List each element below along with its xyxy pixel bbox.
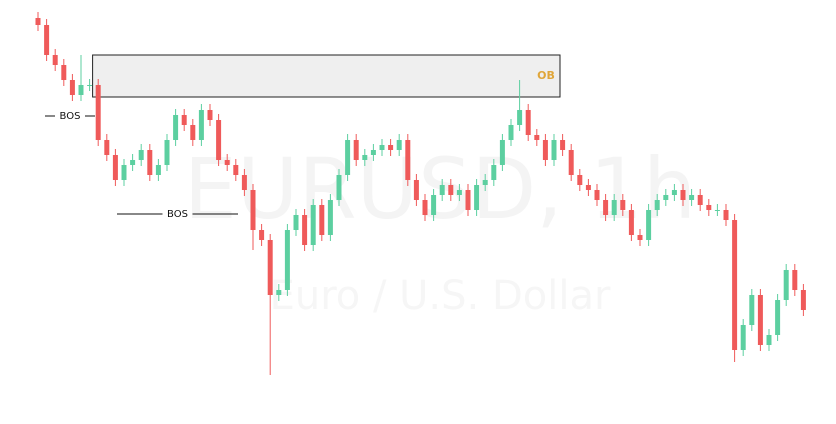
candle-body xyxy=(310,205,316,245)
candle-body xyxy=(474,185,480,210)
candle-body xyxy=(241,175,247,190)
candle-body xyxy=(491,165,497,180)
candle-body xyxy=(147,150,153,175)
candle-body xyxy=(405,140,411,180)
watermark-subtitle: Euro / U.S. Dollar xyxy=(270,273,611,319)
candle-body xyxy=(155,165,161,175)
candle-body xyxy=(740,325,746,350)
candle-body xyxy=(293,215,299,230)
candle-body xyxy=(525,110,531,135)
candle-body xyxy=(61,65,67,80)
candle-body xyxy=(551,140,557,160)
candle-body xyxy=(69,80,75,95)
candle-body xyxy=(181,115,187,125)
candle-body xyxy=(224,160,230,165)
candle-body xyxy=(749,295,755,325)
candle-body xyxy=(534,135,540,140)
candle-body xyxy=(327,200,333,235)
candle-body xyxy=(379,145,385,150)
candle-body xyxy=(757,295,763,345)
candle-body xyxy=(207,110,213,120)
candle-body xyxy=(370,150,376,155)
candle-body xyxy=(594,190,600,200)
candle-body xyxy=(499,140,505,165)
candle-body xyxy=(336,175,342,200)
candle-body xyxy=(250,190,256,230)
candle-body xyxy=(345,140,351,175)
candle-body xyxy=(112,155,118,180)
order-block xyxy=(92,54,561,98)
candle-body xyxy=(78,85,84,95)
candle-body xyxy=(628,210,634,235)
candle-body xyxy=(130,160,136,165)
candle-body xyxy=(95,85,101,140)
candle-body xyxy=(259,230,265,240)
candle-body xyxy=(465,190,471,210)
candle-body xyxy=(603,200,609,215)
candle-body xyxy=(611,200,617,215)
candle-body xyxy=(646,210,652,240)
candle-body xyxy=(388,145,394,150)
candle-body xyxy=(585,185,591,190)
candle-body xyxy=(198,110,204,140)
candle-body xyxy=(173,115,179,140)
candle-body xyxy=(164,140,170,165)
candle-body xyxy=(302,215,308,245)
candle-body xyxy=(714,210,720,211)
candle-body xyxy=(723,210,729,220)
candle-body xyxy=(362,155,368,160)
candle-body xyxy=(396,140,402,150)
candle-body xyxy=(654,200,660,210)
candle-body xyxy=(439,185,445,195)
bos-label: BOS xyxy=(167,209,188,220)
candle-body xyxy=(44,25,50,55)
candle-body xyxy=(353,140,359,160)
candle-body xyxy=(671,190,677,195)
candle-body xyxy=(568,150,574,175)
candle-body xyxy=(233,165,239,175)
candle-body xyxy=(542,140,548,160)
candle-body xyxy=(697,195,703,205)
candle-body xyxy=(577,175,583,185)
candle-body xyxy=(267,240,273,295)
candle-body xyxy=(456,190,462,195)
candle-body xyxy=(276,290,282,295)
bos-label: BOS xyxy=(60,111,81,122)
candle-body xyxy=(216,120,222,160)
candle-body xyxy=(560,140,566,150)
candle-body xyxy=(732,220,738,350)
candle-body xyxy=(766,335,772,345)
candle-body xyxy=(284,230,290,290)
candle-body xyxy=(138,150,144,160)
candle-body xyxy=(448,185,454,195)
order-block-label: OB xyxy=(537,69,555,82)
candle-body xyxy=(800,290,806,310)
candle-body xyxy=(87,85,93,86)
candle-body xyxy=(104,140,110,155)
candle-body xyxy=(783,270,789,300)
candle-body xyxy=(637,235,643,240)
candle-body xyxy=(620,200,626,210)
candle-body xyxy=(422,200,428,215)
candle-body xyxy=(431,195,437,215)
candle-body xyxy=(689,195,695,200)
candle-body xyxy=(319,205,325,235)
candle-body xyxy=(792,270,798,290)
candle-body xyxy=(35,18,41,25)
candle-body xyxy=(413,180,419,200)
candle-body xyxy=(706,205,712,210)
candle-body xyxy=(482,180,488,185)
candle-body xyxy=(190,125,196,140)
candle-body xyxy=(517,110,523,125)
candle-body xyxy=(775,300,781,335)
candle-body xyxy=(663,195,669,200)
candle-body xyxy=(52,55,58,65)
candle-body xyxy=(508,125,514,140)
candle-body xyxy=(680,190,686,200)
candle-body xyxy=(121,165,127,180)
